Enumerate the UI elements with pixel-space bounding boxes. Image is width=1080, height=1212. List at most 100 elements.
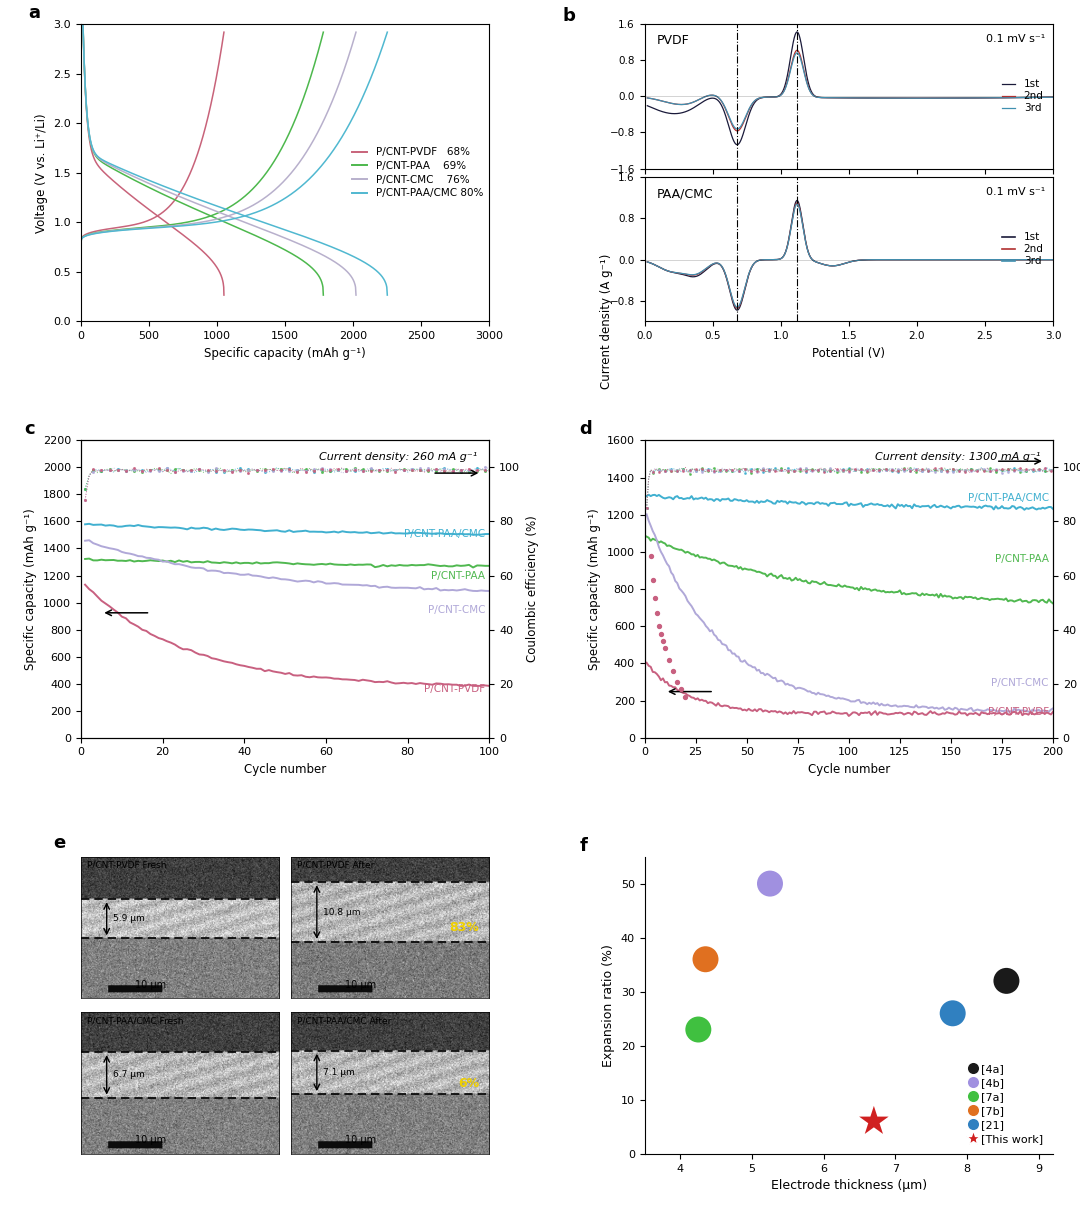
2nd: [778, 82, 791, 97]
Text: 83%: 83%: [449, 921, 480, 933]
Y-axis label: Coulombic efficiency (%): Coulombic efficiency (%): [526, 515, 539, 663]
Text: 10 μm: 10 μm: [135, 1136, 166, 1145]
1st: [778, 247, 791, 262]
2nd: [640, 91, 653, 105]
Text: P/CNT-PAA/CMC: P/CNT-PAA/CMC: [404, 528, 485, 539]
Y-axis label: Expansion ratio (%): Expansion ratio (%): [603, 944, 616, 1067]
Text: e: e: [53, 834, 66, 852]
X-axis label: Electrode thickness (μm): Electrode thickness (μm): [771, 1179, 927, 1193]
Point: [944, 1004, 961, 1023]
3rd: [731, 121, 744, 136]
2nd: [791, 195, 804, 210]
3rd: [778, 84, 791, 98]
Text: 10 μm: 10 μm: [345, 1136, 376, 1145]
Point: [669, 673, 686, 692]
2nd: [731, 301, 744, 315]
2nd: [863, 252, 876, 267]
1st: [791, 24, 804, 39]
1st: [778, 80, 791, 95]
Text: 5.9 μm: 5.9 μm: [113, 914, 145, 924]
Text: PAA/CMC: PAA/CMC: [657, 188, 714, 200]
2nd: [710, 256, 723, 270]
3rd: [694, 91, 707, 105]
1st: [818, 257, 831, 271]
Text: b: b: [563, 7, 576, 25]
Text: P/CNT-PAA: P/CNT-PAA: [995, 554, 1049, 565]
Text: a: a: [28, 5, 40, 22]
Text: Current density: 1300 mA g⁻¹: Current density: 1300 mA g⁻¹: [876, 452, 1041, 462]
1st: [694, 267, 707, 281]
Text: PVDF: PVDF: [657, 34, 690, 47]
Point: [643, 545, 660, 565]
Text: P/CNT-PAA/CMC Fresh: P/CNT-PAA/CMC Fresh: [87, 1017, 184, 1025]
1st: [854, 91, 867, 105]
3rd: [818, 91, 831, 105]
Text: P/CNT-CMC: P/CNT-CMC: [428, 605, 485, 614]
Point: [865, 1111, 882, 1131]
Line: 2nd: 2nd: [647, 202, 1053, 308]
Y-axis label: Voltage (V vs. Li⁺/Li): Voltage (V vs. Li⁺/Li): [35, 113, 48, 233]
Point: [690, 1019, 707, 1039]
3rd: [854, 253, 867, 268]
2nd: [694, 91, 707, 105]
1st: [730, 137, 743, 152]
2nd: [778, 247, 791, 262]
1st: [791, 193, 804, 207]
1st: [1047, 252, 1059, 267]
3rd: [1047, 252, 1059, 267]
Point: [998, 971, 1015, 990]
3rd: [791, 46, 804, 61]
3rd: [640, 91, 653, 105]
X-axis label: Cycle number: Cycle number: [244, 762, 326, 776]
Line: 1st: 1st: [647, 32, 1053, 144]
Point: [677, 687, 694, 707]
2nd: [818, 91, 831, 105]
Point: [697, 949, 714, 968]
Legend: P/CNT-PVDF   68%, P/CNT-PAA    69%, P/CNT-CMC    76%, P/CNT-PAA/CMC 80%: P/CNT-PVDF 68%, P/CNT-PAA 69%, P/CNT-CMC…: [348, 143, 487, 202]
Text: P/CNT-PVDF: P/CNT-PVDF: [988, 708, 1049, 718]
Text: P/CNT-PAA/CMC After: P/CNT-PAA/CMC After: [297, 1017, 391, 1025]
3rd: [640, 255, 653, 269]
3rd: [694, 264, 707, 279]
2nd: [640, 255, 653, 269]
Point: [648, 604, 665, 623]
X-axis label: Specific capacity (mAh g⁻¹): Specific capacity (mAh g⁻¹): [204, 347, 366, 360]
Text: P/CNT-PVDF After: P/CNT-PVDF After: [297, 861, 375, 870]
Text: 0.1 mV s⁻¹: 0.1 mV s⁻¹: [986, 34, 1044, 45]
Point: [657, 639, 674, 658]
X-axis label: Potential (V): Potential (V): [812, 347, 886, 360]
2nd: [1047, 90, 1059, 104]
1st: [640, 255, 653, 269]
Y-axis label: Specific capacity (mAh g⁻¹): Specific capacity (mAh g⁻¹): [589, 508, 602, 670]
1st: [640, 98, 653, 113]
Text: 6.7 μm: 6.7 μm: [113, 1070, 145, 1080]
3rd: [791, 196, 804, 211]
3rd: [1047, 90, 1059, 104]
3rd: [731, 299, 744, 314]
3rd: [818, 257, 831, 271]
1st: [818, 91, 831, 105]
2nd: [710, 88, 723, 103]
Point: [673, 680, 690, 699]
Text: 10 μm: 10 μm: [135, 979, 166, 990]
2nd: [863, 91, 876, 105]
Text: P/CNT-CMC: P/CNT-CMC: [991, 678, 1049, 687]
1st: [1047, 90, 1059, 104]
3rd: [710, 256, 723, 270]
Point: [650, 617, 667, 636]
Point: [661, 650, 678, 669]
1st: [863, 252, 876, 267]
Text: Current density (A g⁻¹): Current density (A g⁻¹): [600, 253, 613, 389]
Text: d: d: [579, 421, 592, 439]
2nd: [791, 44, 804, 58]
1st: [731, 303, 744, 318]
Line: 3rd: 3rd: [647, 53, 1053, 128]
2nd: [854, 91, 867, 105]
Legend: 1st, 2nd, 3rd: 1st, 2nd, 3rd: [998, 75, 1048, 118]
1st: [854, 253, 867, 268]
Text: 0.1 mV s⁻¹: 0.1 mV s⁻¹: [986, 188, 1044, 198]
2nd: [854, 253, 867, 268]
Line: 1st: 1st: [647, 200, 1053, 310]
Line: 2nd: 2nd: [647, 51, 1053, 131]
1st: [710, 92, 723, 107]
